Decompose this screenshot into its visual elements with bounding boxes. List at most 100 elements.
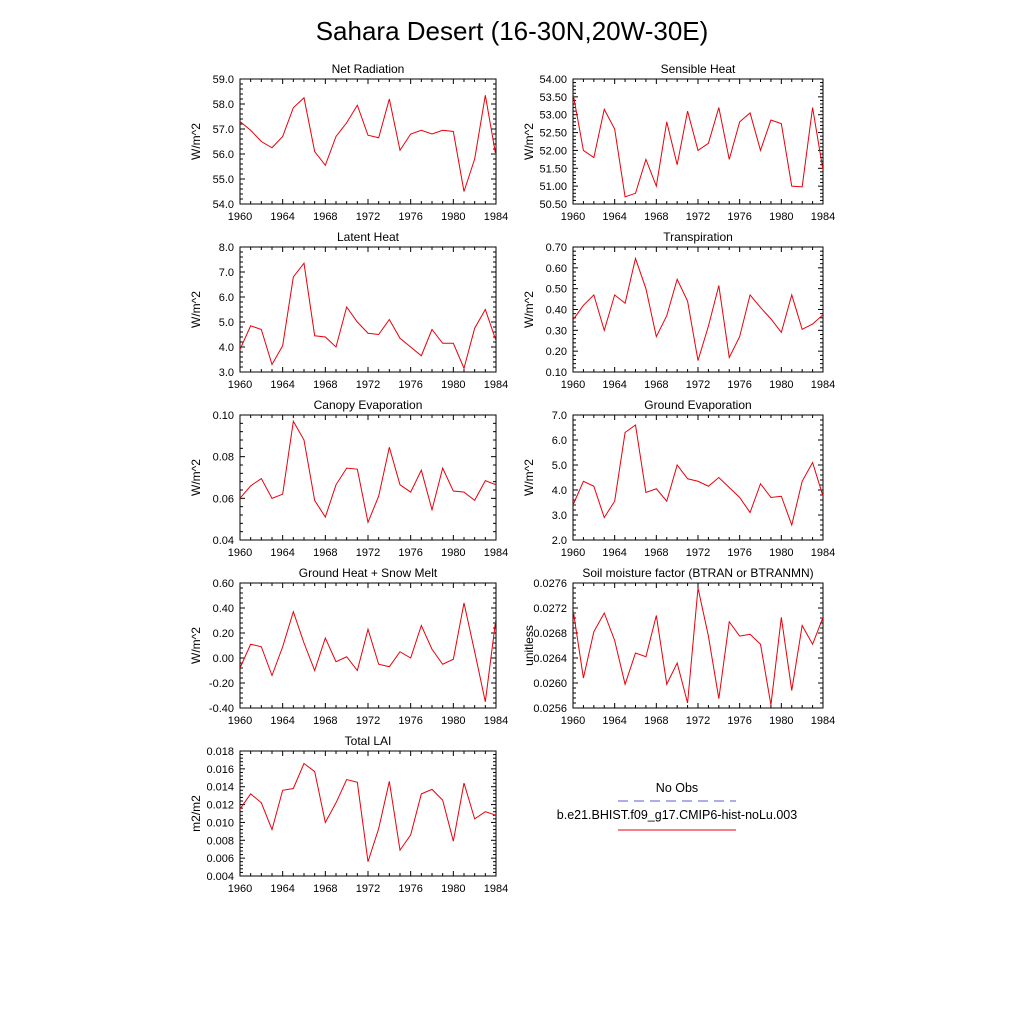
x-tick-label: 1964 <box>602 547 626 559</box>
y-tick-label: 0.0268 <box>533 628 567 640</box>
y-tick-label: 0.10 <box>546 367 567 379</box>
y-tick-label: 5.0 <box>552 460 567 472</box>
y-tick-label: 0.10 <box>213 410 234 422</box>
x-tick-label: 1984 <box>811 715 835 727</box>
x-tick-label: 1960 <box>228 547 252 559</box>
y-tick-label: 0.20 <box>213 628 234 640</box>
x-tick-label: 1960 <box>561 547 585 559</box>
x-tick-label: 1964 <box>270 715 294 727</box>
y-tick-label: 0.006 <box>206 853 234 865</box>
x-tick-label: 1960 <box>561 211 585 223</box>
x-tick-label: 1984 <box>484 379 508 391</box>
y-tick-label: 0.018 <box>206 746 234 758</box>
x-tick-label: 1984 <box>484 547 508 559</box>
panel-title: Ground Heat + Snow Melt <box>299 566 438 580</box>
x-tick-label: 1980 <box>441 211 465 223</box>
y-tick-label: 0.04 <box>213 535 234 547</box>
x-tick-label: 1968 <box>644 211 668 223</box>
x-tick-label: 1984 <box>484 211 508 223</box>
y-tick-label: 0.0276 <box>533 578 567 590</box>
panel-6: Ground Evaporation 1960 1964 1968 1972 1976 19… <box>522 398 835 559</box>
y-tick-label: 55.0 <box>213 174 234 186</box>
figure-title: Sahara Desert (16-30N,20W-30E) <box>316 16 709 46</box>
y-axis-label: unitless <box>522 625 536 666</box>
y-tick-label: 53.50 <box>539 92 567 104</box>
series-line <box>573 424 823 527</box>
x-tick-label: 1976 <box>398 211 422 223</box>
y-tick-label: 3.0 <box>219 367 234 379</box>
x-tick-label: 1960 <box>228 211 252 223</box>
y-tick-label: -0.20 <box>209 678 234 690</box>
x-tick-label: 1972 <box>686 379 710 391</box>
legend-obs-label: No Obs <box>656 781 698 795</box>
y-tick-label: 51.50 <box>539 163 567 175</box>
y-tick-label: 0.010 <box>206 817 234 829</box>
panel-1: Net Radiation 1960 1964 1968 1972 1976 1980 198… <box>189 62 508 223</box>
y-tick-label: 6.0 <box>552 435 567 447</box>
y-tick-label: 52.50 <box>539 128 567 140</box>
y-tick-label: 8.0 <box>219 242 234 254</box>
x-tick-label: 1972 <box>686 547 710 559</box>
y-tick-label: 54.00 <box>539 74 567 86</box>
panels: Net Radiation 1960 1964 1968 1972 1976 1980 198… <box>189 62 835 895</box>
x-tick-label: 1972 <box>686 211 710 223</box>
panel-title: Net Radiation <box>332 62 405 76</box>
y-axis-label: W/m^2 <box>189 123 203 160</box>
y-tick-label: 0.40 <box>213 603 234 615</box>
x-tick-label: 1980 <box>769 547 793 559</box>
y-tick-label: 2.0 <box>552 535 567 547</box>
x-tick-label: 1984 <box>811 379 835 391</box>
y-tick-label: 7.0 <box>552 410 567 422</box>
x-tick-label: 1984 <box>484 883 508 895</box>
y-tick-label: 58.0 <box>213 99 234 111</box>
y-tick-label: 0.012 <box>206 800 234 812</box>
x-tick-label: 1972 <box>356 883 380 895</box>
x-tick-label: 1980 <box>441 547 465 559</box>
y-tick-label: -0.40 <box>209 703 234 715</box>
y-tick-label: 0.016 <box>206 764 234 776</box>
y-tick-label: 51.00 <box>539 181 567 193</box>
y-tick-label: 0.20 <box>546 346 567 358</box>
panel-2: Sensible Heat 1960 1964 1968 1972 1976 1980 198… <box>522 62 835 223</box>
plot-frame <box>239 582 497 709</box>
x-tick-label: 1964 <box>602 379 626 391</box>
x-tick-label: 1964 <box>602 211 626 223</box>
plot-frame <box>572 414 824 541</box>
y-tick-label: 0.50 <box>546 284 567 296</box>
x-tick-label: 1964 <box>270 547 294 559</box>
y-axis-label: W/m^2 <box>189 627 203 664</box>
panel-3: Latent Heat 1960 1964 1968 1972 1976 1980 1984 3… <box>189 230 508 391</box>
x-tick-label: 1968 <box>644 547 668 559</box>
x-tick-label: 1972 <box>356 547 380 559</box>
y-tick-label: 0.0272 <box>533 603 567 615</box>
x-tick-label: 1968 <box>644 715 668 727</box>
panel-title: Ground Evaporation <box>644 398 751 412</box>
x-tick-label: 1976 <box>398 883 422 895</box>
y-axis-label: W/m^2 <box>189 291 203 328</box>
x-tick-label: 1976 <box>398 547 422 559</box>
panel-5: Canopy Evaporation 1960 1964 1968 1972 1976 19… <box>189 398 508 559</box>
y-tick-label: 6.0 <box>219 292 234 304</box>
y-tick-label: 0.70 <box>546 242 567 254</box>
y-tick-label: 0.0264 <box>533 653 567 665</box>
y-tick-label: 4.0 <box>219 342 234 354</box>
x-tick-label: 1968 <box>313 547 337 559</box>
x-tick-label: 1960 <box>228 379 252 391</box>
legend: No Obs b.e21.BHIST.f09_g17.CMIP6-hist-no… <box>557 781 797 831</box>
plot-frame <box>572 78 824 205</box>
x-tick-label: 1980 <box>769 715 793 727</box>
x-tick-label: 1976 <box>727 211 751 223</box>
y-tick-label: 0.06 <box>213 493 234 505</box>
y-tick-label: 0.60 <box>213 578 234 590</box>
panel-title: Latent Heat <box>337 230 400 244</box>
series-line <box>573 256 823 361</box>
x-tick-label: 1960 <box>561 715 585 727</box>
x-tick-label: 1980 <box>441 379 465 391</box>
x-tick-label: 1980 <box>441 715 465 727</box>
x-tick-label: 1964 <box>270 379 294 391</box>
x-tick-label: 1964 <box>270 883 294 895</box>
y-tick-label: 0.00 <box>213 653 234 665</box>
x-tick-label: 1984 <box>811 547 835 559</box>
series-line <box>240 762 496 862</box>
